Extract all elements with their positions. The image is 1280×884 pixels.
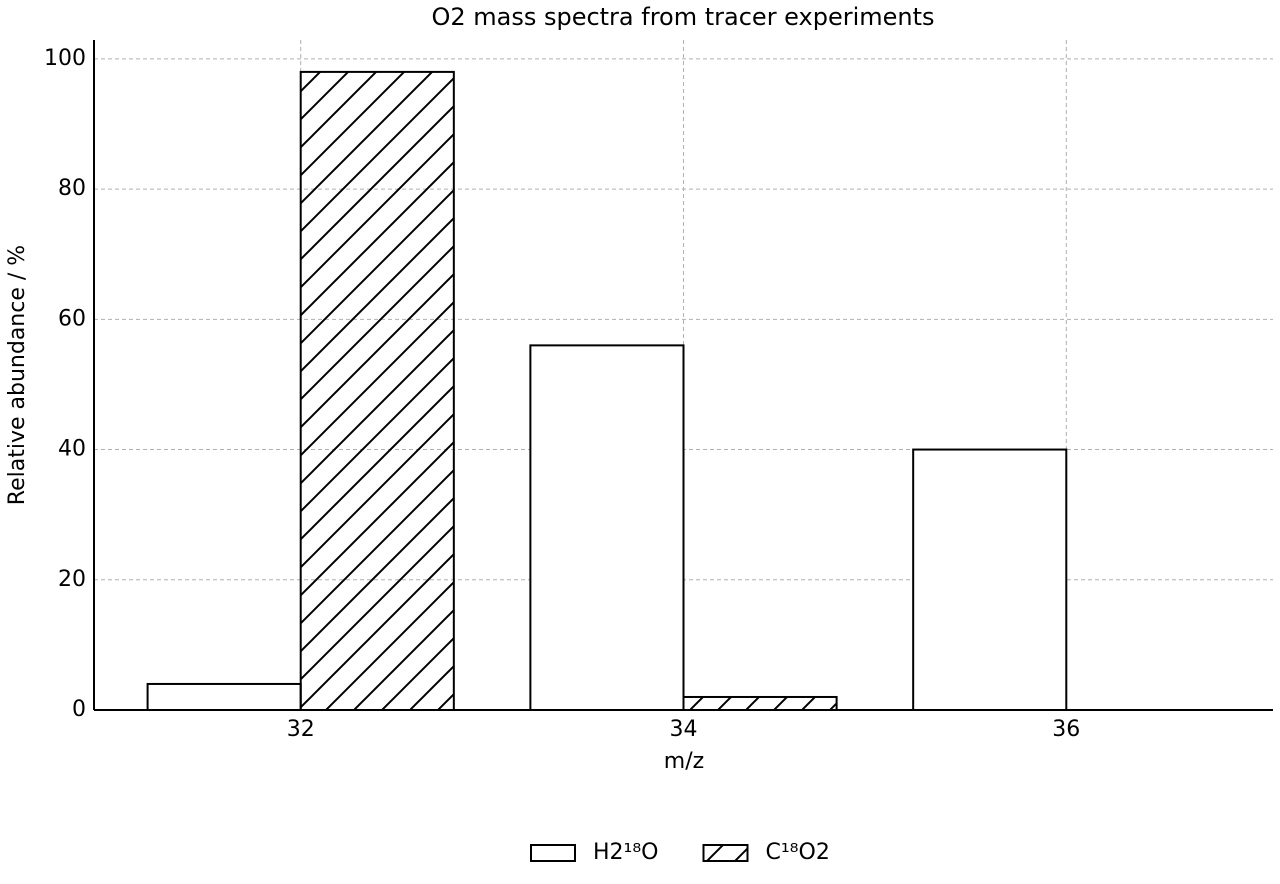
y-tick-label: 40 bbox=[58, 437, 86, 462]
legend-label: H2¹⁸O bbox=[593, 840, 659, 865]
chart-title: O2 mass spectra from tracer experiments bbox=[431, 3, 934, 31]
bars bbox=[146, 70, 1068, 712]
x-tick-label: 32 bbox=[287, 717, 315, 742]
x-tick-label: 36 bbox=[1052, 717, 1080, 742]
y-tick-label: 60 bbox=[58, 306, 86, 331]
y-tick-label: 100 bbox=[44, 46, 86, 71]
bar bbox=[682, 695, 838, 712]
legend: H2¹⁸O C¹⁸O2 bbox=[530, 840, 830, 865]
y-tick-label: 0 bbox=[72, 697, 86, 722]
legend-label: C¹⁸O2 bbox=[766, 840, 830, 865]
bar bbox=[299, 70, 455, 711]
x-tick-label: 34 bbox=[670, 717, 698, 742]
y-tick-label: 80 bbox=[58, 176, 86, 201]
bar bbox=[146, 682, 302, 712]
legend-swatch bbox=[530, 844, 576, 862]
bar bbox=[912, 448, 1068, 711]
legend-swatch bbox=[702, 844, 749, 862]
y-axis-label: Relative abundance / % bbox=[5, 245, 30, 505]
y-tick-label: 20 bbox=[58, 567, 86, 592]
x-axis-label: m/z bbox=[664, 749, 704, 774]
axes bbox=[93, 40, 1273, 711]
bar bbox=[529, 344, 685, 711]
